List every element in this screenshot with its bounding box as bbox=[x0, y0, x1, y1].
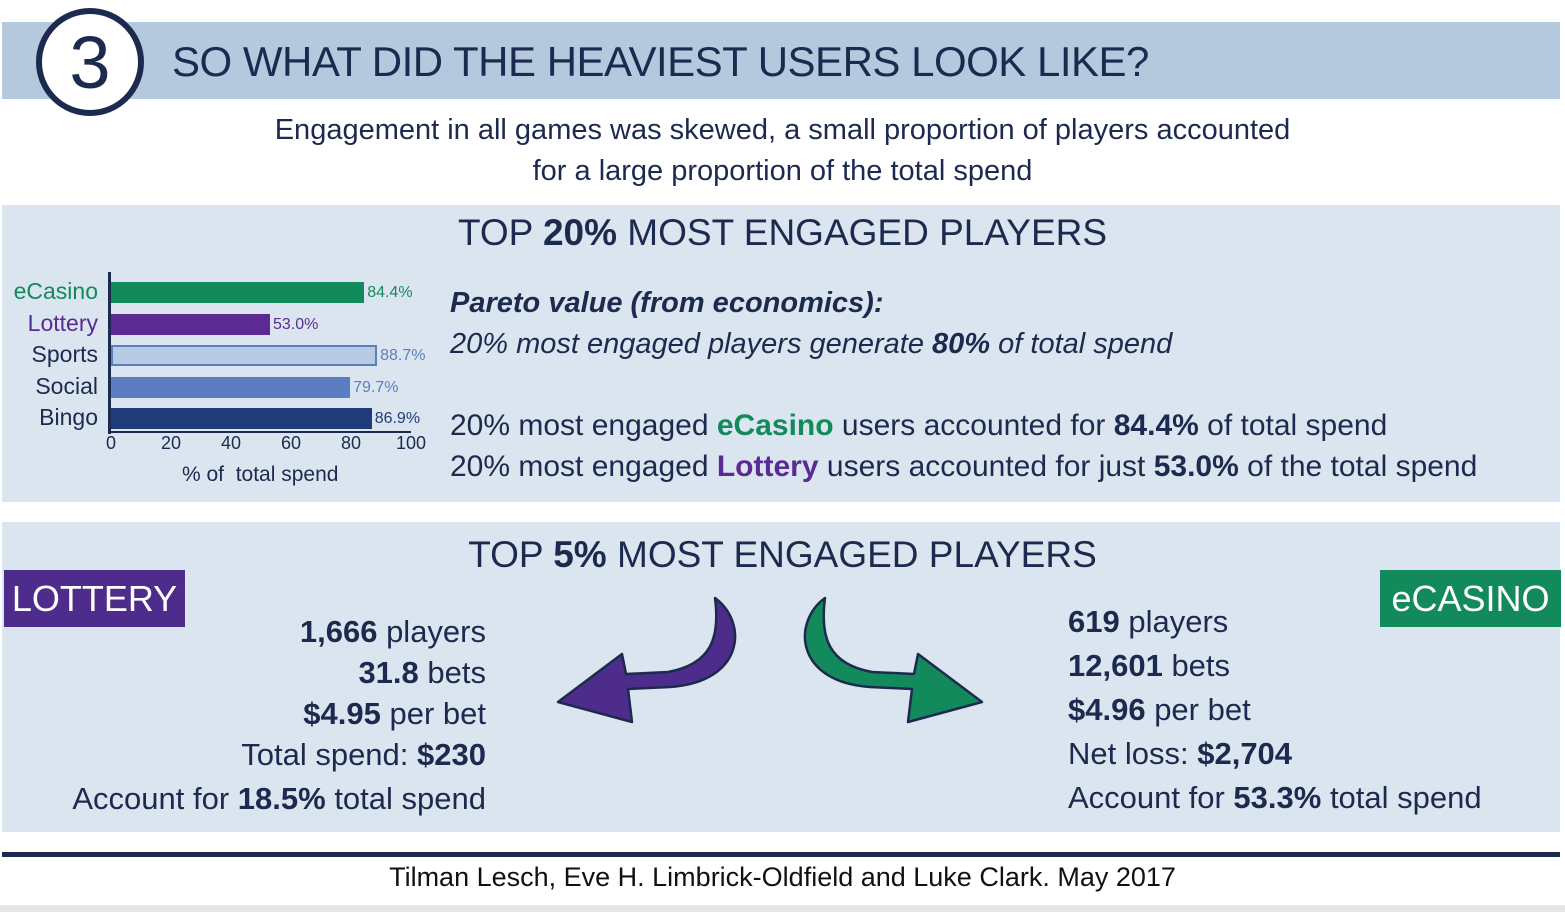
spend-bar-chart: eCasino 84.4% Lottery 53.0% Sports 88.7% Socia… bbox=[0, 270, 440, 495]
ecasino-stmt-game: eCasino bbox=[716, 409, 834, 442]
bar-category-label: Bingo bbox=[39, 404, 98, 430]
lottery-per-bet-value: $4.95 bbox=[303, 696, 381, 731]
top5-panel bbox=[2, 522, 1560, 832]
subtitle-line-1: Engagement in all games was skewed, a sm… bbox=[274, 114, 1291, 146]
curved-arrow-right-icon bbox=[803, 596, 984, 724]
ecasino-per-bet-value: $4.96 bbox=[1068, 692, 1146, 727]
lottery-stat-total-spend: Total spend: $230 bbox=[72, 734, 486, 775]
chart-x-axis bbox=[108, 431, 411, 433]
lottery-stat-share: Account for 18.5% total spend bbox=[72, 778, 486, 819]
ecasino-players-label: players bbox=[1119, 604, 1229, 639]
ecasino-bets-value: 12,601 bbox=[1068, 648, 1163, 683]
x-tick-label: 60 bbox=[280, 433, 302, 453]
lottery-share-pre: Account for bbox=[72, 781, 238, 816]
ecasino-share-post: total spend bbox=[1321, 780, 1482, 815]
ecasino-players-value: 619 bbox=[1068, 604, 1120, 639]
ecasino-stat-share: Account for 53.3% total spend bbox=[1068, 776, 1482, 820]
pareto-bold: 80% bbox=[932, 328, 991, 360]
lottery-total-spend-label: Total spend: bbox=[241, 737, 418, 772]
lottery-stmt-mid: users accounted for just bbox=[818, 450, 1154, 483]
bottom-strip bbox=[0, 905, 1565, 912]
ecasino-stmt-mid: users accounted for bbox=[833, 409, 1114, 442]
bar-sports bbox=[111, 345, 378, 366]
ecasino-stat-per-bet: $4.96 per bet bbox=[1068, 688, 1482, 732]
footer-rule bbox=[2, 852, 1560, 857]
x-tick-label: 100 bbox=[395, 433, 427, 453]
bar-social bbox=[111, 376, 351, 398]
ecasino-stmt-post: of total spend bbox=[1198, 409, 1388, 442]
title-band bbox=[2, 22, 1560, 99]
lottery-statement: 20% most engaged Lottery users accounted… bbox=[450, 450, 1477, 484]
bar-lottery bbox=[111, 313, 270, 335]
section-number-badge: 3 bbox=[36, 8, 144, 116]
x-tick-label: 0 bbox=[105, 433, 116, 453]
page-title: SO WHAT DID THE HEAVIEST USERS LOOK LIKE… bbox=[172, 38, 1149, 85]
ecasino-stat-net-loss: Net loss: $2,704 bbox=[1068, 732, 1482, 776]
x-tick-label: 80 bbox=[340, 433, 362, 453]
ecasino-stmt-value: 84.4% bbox=[1113, 409, 1199, 442]
bar-category-label: Sports bbox=[31, 341, 98, 367]
ecasino-share-pre: Account for bbox=[1068, 780, 1234, 815]
bar-value-label: 53.0% bbox=[273, 315, 319, 333]
page-subtitle: Engagement in all games was skewed, a sm… bbox=[0, 110, 1565, 192]
lottery-players-label: players bbox=[377, 614, 486, 649]
top20-title-post: MOST ENGAGED PLAYERS bbox=[617, 212, 1108, 253]
lottery-stmt-post: of the total spend bbox=[1238, 450, 1478, 483]
ecasino-tag: eCASINO bbox=[1380, 570, 1561, 627]
lottery-players-value: 1,666 bbox=[299, 614, 378, 649]
ecasino-net-loss-label: Net loss: bbox=[1068, 736, 1198, 771]
x-tick-label: 20 bbox=[160, 433, 182, 453]
bar-category-label: Social bbox=[35, 372, 98, 399]
lottery-stat-bets: 31.8 bets bbox=[72, 652, 486, 693]
x-tick-label: 40 bbox=[220, 433, 242, 453]
lottery-bets-value: 31.8 bbox=[358, 655, 419, 690]
ecasino-stmt-pre: 20% most engaged bbox=[450, 409, 717, 442]
lottery-share-post: total spend bbox=[325, 781, 486, 816]
bar-value-label: 88.7% bbox=[380, 347, 426, 364]
bar-ecasino bbox=[111, 282, 365, 303]
pareto-pre: 20% most engaged players generate bbox=[450, 328, 933, 360]
top5-title-post: MOST ENGAGED PLAYERS bbox=[606, 534, 1097, 575]
ecasino-stat-players: 619 players bbox=[1068, 600, 1482, 644]
top20-title-pre: TOP bbox=[457, 212, 543, 253]
ecasino-stat-bets: 12,601 bets bbox=[1068, 644, 1482, 688]
lottery-per-bet-label: per bet bbox=[380, 696, 486, 731]
lottery-bets-label: bets bbox=[418, 655, 486, 690]
ecasino-per-bet-label: per bet bbox=[1145, 692, 1251, 727]
subtitle-line-2: for a large proportion of the total spen… bbox=[532, 155, 1033, 187]
pareto-post: of total spend bbox=[990, 328, 1173, 360]
top5-title: TOP 5% MOST ENGAGED PLAYERS bbox=[0, 534, 1565, 576]
footer-credit: Tilman Lesch, Eve H. Limbrick-Oldfield a… bbox=[389, 862, 1176, 892]
bar-category-label: Lottery bbox=[27, 309, 98, 336]
lottery-stat-per-bet: $4.95 per bet bbox=[72, 693, 486, 734]
lottery-tag: LOTTERY bbox=[4, 570, 185, 627]
pareto-statement: 20% most engaged players generate 80% of… bbox=[450, 328, 1172, 361]
lottery-share-value: 18.5% bbox=[237, 781, 326, 816]
pareto-heading: Pareto value (from economics): bbox=[450, 287, 884, 319]
top20-title: TOP 20% MOST ENGAGED PLAYERS bbox=[0, 212, 1565, 254]
ecasino-statement: 20% most engaged eCasino users accounted… bbox=[450, 409, 1387, 443]
curved-arrow-left-icon bbox=[556, 596, 737, 724]
bar-bingo bbox=[111, 408, 372, 429]
bar-category-label: eCasino bbox=[13, 278, 98, 304]
lottery-stats: 1,666 players 31.8 bets $4.95 per bet To… bbox=[72, 611, 486, 819]
chart-y-axis bbox=[108, 272, 111, 434]
lottery-stmt-pre: 20% most engaged bbox=[450, 450, 717, 483]
bar-value-label: 86.9% bbox=[374, 410, 421, 427]
ecasino-share-value: 53.3% bbox=[1233, 780, 1322, 815]
top5-title-bold: 5% bbox=[553, 534, 607, 575]
ecasino-bets-label: bets bbox=[1162, 648, 1231, 683]
lottery-stmt-value: 53.0% bbox=[1153, 450, 1239, 483]
x-axis-title: % of total spend bbox=[182, 463, 339, 486]
ecasino-stats: 619 players 12,601 bets $4.96 per bet Ne… bbox=[1068, 600, 1482, 820]
bar-value-label: 84.4% bbox=[367, 284, 413, 301]
lottery-stmt-game: Lottery bbox=[716, 450, 819, 483]
top20-title-bold: 20% bbox=[542, 212, 618, 253]
bar-value-label: 79.7% bbox=[353, 378, 399, 396]
lottery-total-spend-value: $230 bbox=[417, 737, 486, 772]
lottery-stat-players: 1,666 players bbox=[72, 611, 486, 652]
badge-number: 3 bbox=[69, 20, 111, 104]
top5-title-pre: TOP bbox=[468, 534, 554, 575]
ecasino-net-loss-value: $2,704 bbox=[1197, 736, 1293, 771]
